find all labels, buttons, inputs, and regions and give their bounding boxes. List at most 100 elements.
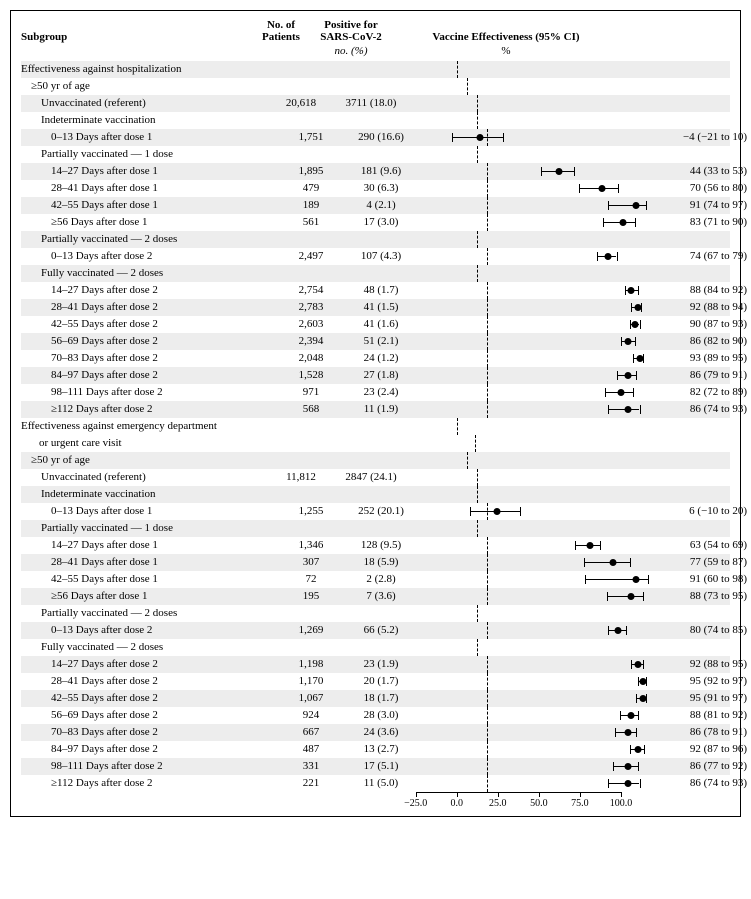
row-forest-cell xyxy=(421,299,651,316)
row-label: Partially vaccinated — 2 doses xyxy=(21,231,271,248)
row-ve-text: 86 (82 to 90) xyxy=(651,333,751,350)
point-estimate xyxy=(628,712,635,719)
row-forest-cell xyxy=(421,758,651,775)
row-positive: 48 (1.7) xyxy=(341,282,421,299)
row-label: 14–27 Days after dose 2 xyxy=(21,656,281,673)
table-row: 56–69 Days after dose 292428 (3.0)88 (81… xyxy=(21,707,730,724)
subheader-row: no. (%) % xyxy=(21,45,730,57)
row-label: Effectiveness against emergency departme… xyxy=(21,418,251,435)
row-positive: 2 (2.8) xyxy=(341,571,421,588)
row-n: 331 xyxy=(281,758,341,775)
zero-line-segment xyxy=(487,350,488,367)
row-n: 568 xyxy=(281,401,341,418)
ci-line xyxy=(607,596,643,597)
zero-line-segment xyxy=(487,316,488,333)
ci-cap-high xyxy=(618,184,619,193)
table-row: Partially vaccinated — 1 dose xyxy=(21,520,730,537)
ci-cap-high xyxy=(648,575,649,584)
row-label: ≥56 Days after dose 1 xyxy=(21,214,281,231)
zero-line-segment xyxy=(477,231,478,248)
row-forest-cell xyxy=(421,367,651,384)
row-n: 189 xyxy=(281,197,341,214)
point-estimate xyxy=(625,729,632,736)
row-label: Unvaccinated (referent) xyxy=(21,95,271,112)
row-label: Unvaccinated (referent) xyxy=(21,469,271,486)
row-positive: 17 (3.0) xyxy=(341,214,421,231)
axis-tick-label: 75.0 xyxy=(571,798,589,809)
row-ve-text: 88 (84 to 92) xyxy=(651,282,751,299)
row-positive: 17 (5.1) xyxy=(341,758,421,775)
ci-cap-low xyxy=(615,728,616,737)
row-ve-text: −4 (−21 to 10) xyxy=(651,129,751,146)
row-n: 1,198 xyxy=(281,656,341,673)
row-positive: 24 (1.2) xyxy=(341,350,421,367)
row-forest-cell xyxy=(411,95,641,112)
table-row: 70–83 Days after dose 22,04824 (1.2)93 (… xyxy=(21,350,730,367)
row-label: 56–69 Days after dose 2 xyxy=(21,333,281,350)
row-forest-cell xyxy=(421,248,651,265)
row-label: 70–83 Days after dose 2 xyxy=(21,350,281,367)
zero-line-segment xyxy=(477,520,478,537)
point-estimate xyxy=(477,134,484,141)
axis-tick-label: −25.0 xyxy=(404,798,427,809)
table-row: ≥50 yr of age xyxy=(21,452,730,469)
row-n: 2,754 xyxy=(281,282,341,299)
axis-tick xyxy=(621,792,622,797)
zero-line-segment xyxy=(487,537,488,554)
table-row: 14–27 Days after dose 11,895181 (9.6)44 … xyxy=(21,163,730,180)
row-forest-cell xyxy=(421,707,651,724)
row-ve-text: 88 (81 to 92) xyxy=(651,707,751,724)
row-label: Partially vaccinated — 1 dose xyxy=(21,520,271,537)
point-estimate xyxy=(625,372,632,379)
point-estimate xyxy=(587,542,594,549)
row-forest-cell xyxy=(421,214,651,231)
point-estimate xyxy=(639,695,646,702)
row-forest-cell xyxy=(421,316,651,333)
row-label: ≥56 Days after dose 1 xyxy=(21,588,281,605)
row-n: 2,497 xyxy=(281,248,341,265)
row-positive: 252 (20.1) xyxy=(341,503,421,520)
row-ve-text: 92 (88 to 95) xyxy=(651,656,751,673)
row-forest-cell xyxy=(411,639,641,656)
row-label: ≥112 Days after dose 2 xyxy=(21,775,281,792)
axis-tick xyxy=(498,792,499,797)
ci-cap-high xyxy=(617,252,618,261)
table-row: 0–13 Days after dose 22,497107 (4.3)74 (… xyxy=(21,248,730,265)
row-positive: 20 (1.7) xyxy=(341,673,421,690)
row-n: 1,269 xyxy=(281,622,341,639)
table-row-continuation: or urgent care visit xyxy=(21,435,730,452)
ci-cap-low xyxy=(579,184,580,193)
header-subgroup: Subgroup xyxy=(21,31,251,43)
ci-cap-low xyxy=(630,745,631,754)
row-label: 28–41 Days after dose 2 xyxy=(21,673,281,690)
row-label: 42–55 Days after dose 2 xyxy=(21,690,281,707)
table-row: ≥56 Days after dose 11957 (3.6)88 (73 to… xyxy=(21,588,730,605)
ci-cap-high xyxy=(643,660,644,669)
zero-line-segment xyxy=(467,452,468,469)
ci-cap-low xyxy=(625,286,626,295)
table-row: 28–41 Days after dose 130718 (5.9)77 (59… xyxy=(21,554,730,571)
axis-tick xyxy=(539,792,540,797)
zero-line-segment xyxy=(487,775,488,792)
point-estimate xyxy=(634,746,641,753)
row-positive: 3711 (18.0) xyxy=(331,95,411,112)
row-n: 487 xyxy=(281,741,341,758)
row-label: 28–41 Days after dose 2 xyxy=(21,299,281,316)
zero-line-segment xyxy=(477,265,478,282)
row-label: 14–27 Days after dose 1 xyxy=(21,537,281,554)
axis-tick xyxy=(580,792,581,797)
zero-line-segment xyxy=(487,690,488,707)
row-positive: 23 (1.9) xyxy=(341,656,421,673)
ci-cap-low xyxy=(607,592,608,601)
ci-cap-low xyxy=(631,303,632,312)
table-row: 28–41 Days after dose 147930 (6.3)70 (56… xyxy=(21,180,730,197)
ci-cap-low xyxy=(608,626,609,635)
axis-tick-label: 50.0 xyxy=(530,798,548,809)
row-forest-cell xyxy=(411,469,641,486)
row-positive: 11 (1.9) xyxy=(341,401,421,418)
row-forest-cell xyxy=(421,571,651,588)
zero-line-segment xyxy=(477,95,478,112)
ci-cap-high xyxy=(643,592,644,601)
row-ve-text: 91 (60 to 98) xyxy=(651,571,751,588)
row-ve-text: 77 (59 to 87) xyxy=(651,554,751,571)
